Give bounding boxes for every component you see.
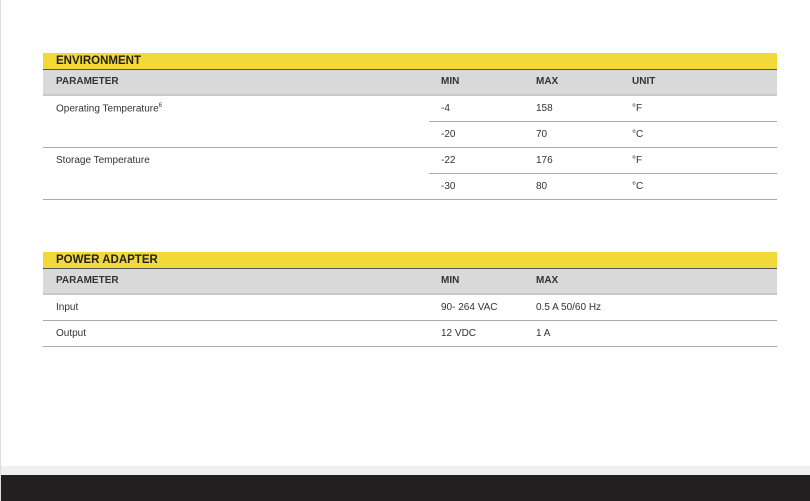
unit-cell: °F: [632, 155, 643, 166]
page-separator: [1, 466, 810, 475]
min-cell: -30: [441, 181, 456, 192]
header-min: MIN: [441, 76, 460, 87]
power-adapter-table: POWER ADAPTER PARAMETER MIN MAX Input 90…: [43, 252, 777, 347]
parameter-cell: Storage Temperature: [56, 155, 150, 166]
unit-cell: °F: [632, 103, 643, 114]
min-cell: -20: [441, 129, 456, 140]
max-cell: 1 A: [536, 328, 551, 339]
table-title: POWER ADAPTER: [43, 252, 777, 269]
table-title: ENVIRONMENT: [43, 53, 777, 70]
table-header: PARAMETER MIN MAX UNIT: [43, 70, 777, 96]
header-min: MIN: [441, 275, 460, 286]
header-parameter: PARAMETER: [56, 275, 119, 286]
table-row: -20 70 °C: [43, 122, 777, 148]
max-cell: 158: [536, 103, 553, 114]
min-cell: 12 VDC: [441, 328, 477, 339]
parameter-cell: Input: [56, 302, 79, 313]
parameter-cell: Operating Temperature6: [56, 103, 162, 114]
header-unit: UNIT: [632, 76, 656, 87]
footer-bar: [1, 475, 810, 501]
header-parameter: PARAMETER: [56, 76, 119, 87]
header-max: MAX: [536, 76, 559, 87]
environment-table: ENVIRONMENT PARAMETER MIN MAX UNIT Opera…: [43, 53, 777, 200]
unit-cell: °C: [632, 181, 644, 192]
min-cell: -4: [441, 103, 450, 114]
table-row: Output 12 VDC 1 A: [43, 321, 777, 347]
table-row: Storage Temperature -22 176 °F: [43, 148, 777, 174]
max-cell: 70: [536, 129, 548, 140]
min-cell: -22: [441, 155, 456, 166]
unit-cell: °C: [632, 129, 644, 140]
parameter-text: Operating Temperature: [56, 103, 159, 115]
table-row: Operating Temperature6 -4 158 °F: [43, 96, 777, 122]
table-header: PARAMETER MIN MAX: [43, 269, 777, 295]
header-max: MAX: [536, 275, 559, 286]
parameter-cell: Output: [56, 328, 87, 339]
max-cell: 176: [536, 155, 553, 166]
max-cell: 0.5 A 50/60 Hz: [536, 302, 602, 313]
table-row: Input 90- 264 VAC 0.5 A 50/60 Hz: [43, 295, 777, 321]
footnote-marker: 6: [158, 103, 162, 109]
max-cell: 80: [536, 181, 548, 192]
min-cell: 90- 264 VAC: [441, 302, 498, 313]
table-row: -30 80 °C: [43, 174, 777, 200]
